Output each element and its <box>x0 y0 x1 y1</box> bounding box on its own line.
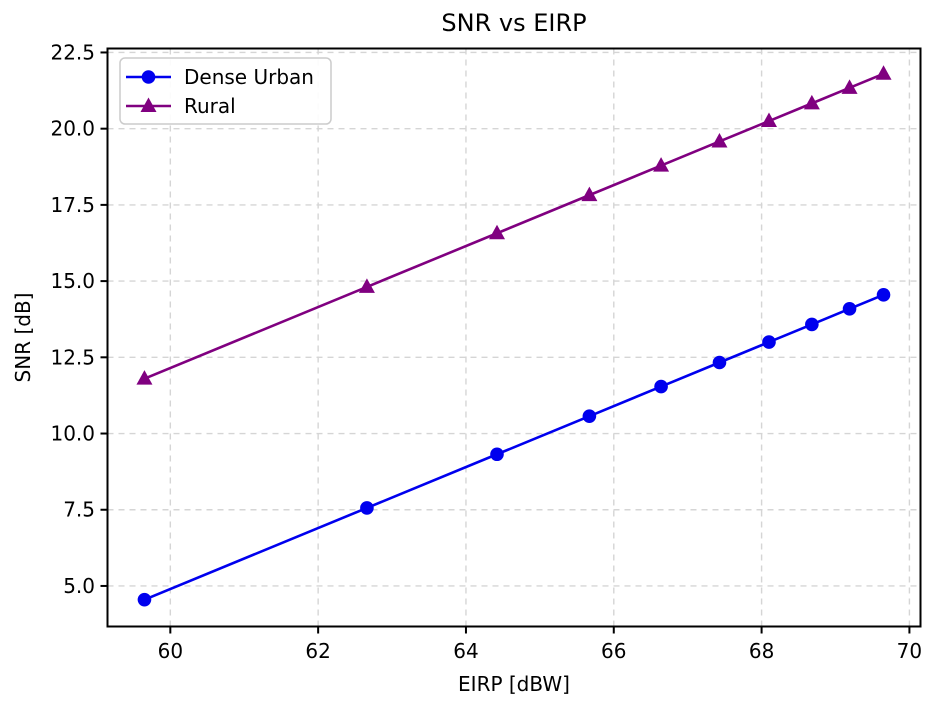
data-point-dense-urban <box>805 317 819 332</box>
series-line-rural <box>143 72 885 380</box>
x-tick-label: 60 <box>158 639 183 663</box>
data-point-dense-urban <box>490 447 504 462</box>
data-point-rural <box>711 132 728 148</box>
data-point-dense-urban <box>654 379 668 394</box>
y-tick-label: 5.0 <box>63 574 95 598</box>
data-point-rural <box>841 79 858 94</box>
y-axis-label: SNR [dB] <box>11 293 35 383</box>
data-point-rural <box>136 370 153 385</box>
y-tick-label: 12.5 <box>50 345 95 369</box>
legend-marker-triangle-rural <box>140 97 157 112</box>
series-layer <box>136 65 892 607</box>
legend-frame <box>119 57 332 125</box>
y-tick-label: 15.0 <box>50 269 95 293</box>
x-tick-label: 70 <box>897 639 922 663</box>
data-point-dense-urban <box>137 592 152 607</box>
y-tick-label: 17.5 <box>50 193 95 217</box>
data-point-rural <box>803 94 820 110</box>
axes-spines <box>106 47 922 628</box>
data-point-dense-urban <box>582 409 597 423</box>
y-tick-label: 10.0 <box>50 422 95 446</box>
data-point-rural <box>489 224 506 240</box>
tick-layer: 60 62 64 66 68 70 5.0 7.5 10.0 12.5 15.0 17.5 20.0 22… <box>50 40 922 663</box>
data-point-rural <box>760 112 777 128</box>
data-point-dense-urban <box>712 355 727 370</box>
data-point-dense-urban <box>762 335 776 349</box>
x-tick-label: 64 <box>453 639 478 663</box>
data-point-rural <box>653 157 670 172</box>
data-point-rural <box>875 65 892 80</box>
x-axis-label: EIRP [dBW] <box>458 672 570 696</box>
legend-marker-circle-dense-urban <box>141 70 156 84</box>
chart-title: SNR vs EIRP <box>441 9 586 37</box>
legend-label-dense-urban: Dense Urban <box>184 65 314 89</box>
y-tick-label: 7.5 <box>63 498 95 522</box>
grid-layer <box>107 48 921 627</box>
data-point-dense-urban <box>360 501 374 515</box>
y-tick-label: 22.5 <box>50 40 95 64</box>
data-point-dense-urban <box>876 288 891 302</box>
x-tick-label: 68 <box>749 639 774 663</box>
series-line-dense-urban <box>143 293 885 601</box>
legend: Dense Urban Rural <box>119 57 332 125</box>
x-tick-label: 62 <box>305 639 330 663</box>
data-point-rural <box>358 278 375 293</box>
y-tick-label: 20.0 <box>50 117 95 141</box>
data-point-dense-urban <box>842 302 857 316</box>
x-tick-label: 66 <box>601 639 626 663</box>
data-point-rural <box>581 186 598 202</box>
legend-label-rural: Rural <box>184 94 236 118</box>
